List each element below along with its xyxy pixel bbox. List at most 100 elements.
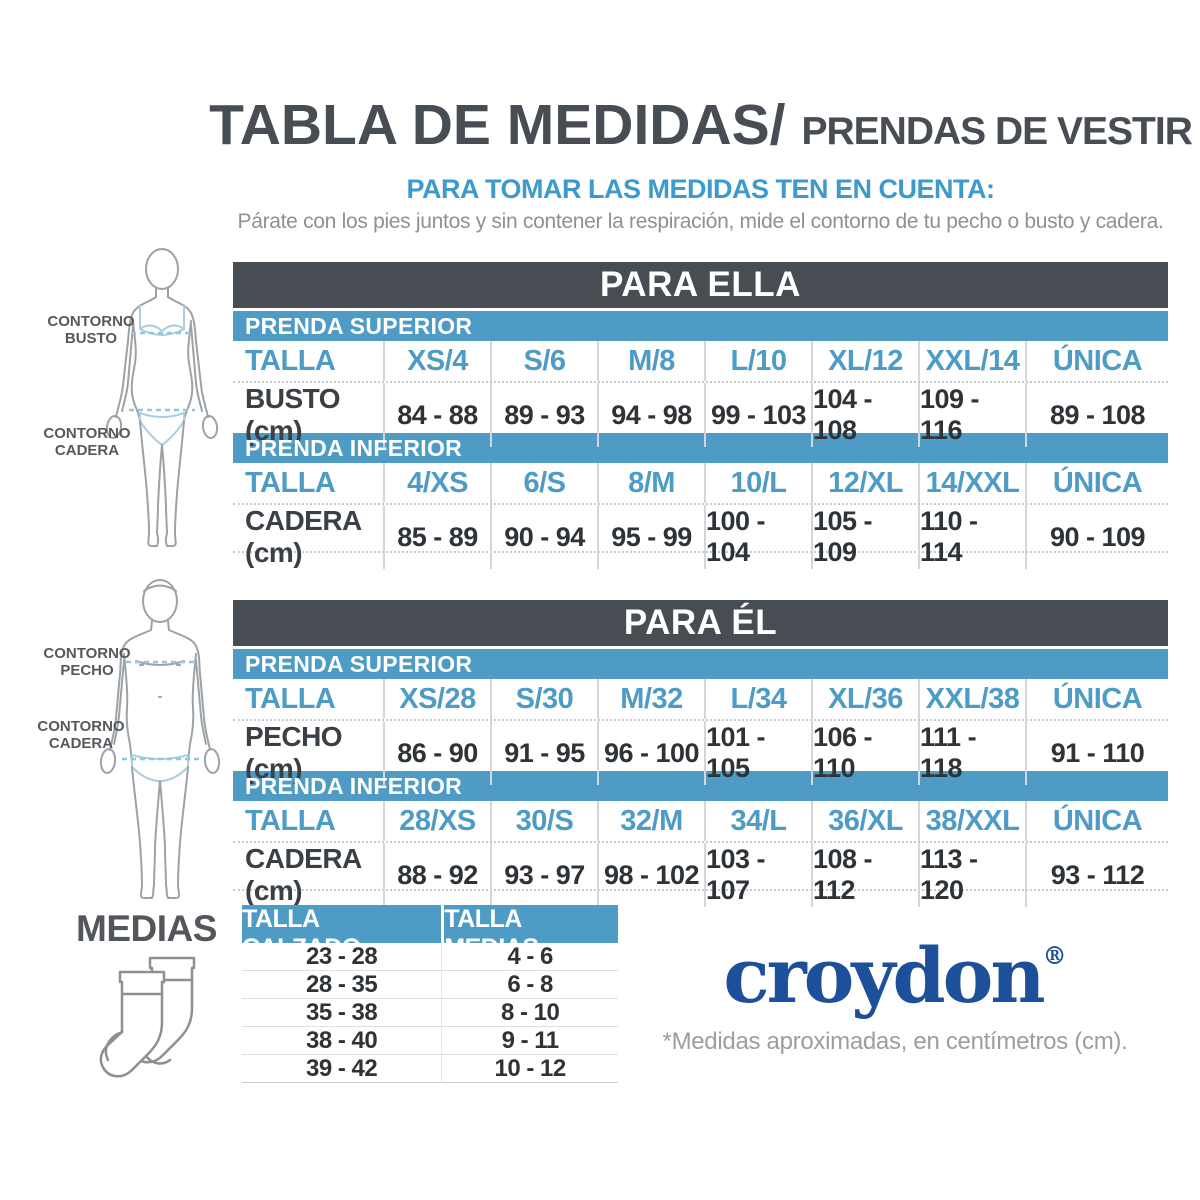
medias-cell: 8 - 10 [441,999,618,1027]
size-cell: L/34 [704,679,811,719]
measure-cell: 103 - 107 [704,843,811,907]
measure-cell: 89 - 93 [490,383,597,447]
male-body-outline-icon [99,579,221,899]
band-ella-superior: PRENDA SUPERIOR [233,311,1168,341]
size-row-label: TALLA [245,466,336,499]
size-cell: 36/XL [811,801,918,841]
calzado-cell: 23 - 28 [306,943,378,970]
size-cell: 10/L [704,463,811,503]
ella-cadera-row: CADERA (cm) 85 - 89 90 - 94 95 - 99 100 … [233,503,1168,569]
calzado-cell: 35 - 38 [306,999,378,1026]
medias-row: 38 - 40 9 - 11 [242,1026,618,1055]
logo-text: croydon [723,931,1045,1020]
size-cell: 8/M [597,463,704,503]
measure-cell: 108 - 112 [811,843,918,907]
measure-cell: 100 - 104 [704,505,811,569]
size-cell: XL/12 [811,341,918,381]
band-el-inferior: PRENDA INFERIOR [233,771,1168,801]
measure-cell: 93 - 112 [1025,843,1168,907]
el-superior-size-row: TALLA XS/28 S/30 M/32 L/34 XL/36 XXL/38 … [233,679,1168,719]
medias-table: TALLA CALZADO TALLA MEDIAS 23 - 28 4 - 6… [242,905,618,1083]
croydon-logo: croydon® [625,938,1165,1014]
measure-cell: 111 - 118 [918,721,1025,785]
el-cadera-row: CADERA (cm) 88 - 92 93 - 97 98 - 102 103… [233,841,1168,907]
table-para-el: PARA ÉL PRENDA SUPERIOR TALLA XS/28 S/30… [233,600,1168,907]
medias-row: 23 - 28 4 - 6 [242,943,618,971]
female-body-outline-icon [105,248,219,547]
measure-cell: 109 - 116 [918,383,1025,447]
table-para-ella: PARA ELLA PRENDA SUPERIOR TALLA XS/4 S/6… [233,262,1168,569]
medias-title: MEDIAS [76,908,217,949]
measure-cell: 95 - 99 [597,505,704,569]
male-hip-label: CONTORNO CADERA [37,718,125,753]
brand-block: croydon® *Medidas aproximadas, en centím… [625,938,1165,1056]
table-ella-title: PARA ELLA [233,262,1168,308]
table-bottom-rule [233,551,1168,553]
female-hip-label: CONTORNO CADERA [43,425,131,460]
size-row-label: TALLA [245,344,336,377]
size-cell: 34/L [704,801,811,841]
medias-row: 28 - 35 6 - 8 [242,970,618,999]
size-cell: 38/XXL [918,801,1025,841]
header: TABLA DE MEDIDAS/ PRENDAS DE VESTIR PARA… [209,92,1193,234]
medias-cell: 6 - 8 [441,971,618,999]
size-cell: M/8 [597,341,704,381]
size-cell: 12/XL [811,463,918,503]
measure-cell: 86 - 90 [383,721,490,785]
registered-mark: ® [1042,941,1067,970]
medias-bottom-rule [242,1082,618,1083]
title-main: TABLA DE MEDIDAS/ [209,93,786,157]
page-title: TABLA DE MEDIDAS/ PRENDAS DE VESTIR [209,92,1193,158]
measure-row-label: CADERA (cm) [245,505,361,568]
male-figure-illustration [88,575,233,905]
medias-col-medias: TALLA MEDIAS [441,905,618,963]
measure-cell: 98 - 102 [597,843,704,907]
ella-superior-size-row: TALLA XS/4 S/6 M/8 L/10 XL/12 XXL/14 ÚNI… [233,341,1168,381]
size-cell: XXL/38 [918,679,1025,719]
size-cell: S/30 [490,679,597,719]
size-row-label: TALLA [245,804,336,837]
medias-cell: 10 - 12 [441,1055,618,1083]
band-ella-inferior: PRENDA INFERIOR [233,433,1168,463]
medias-cell: 4 - 6 [441,943,618,971]
subtitle: PARA TOMAR LAS MEDIDAS TEN EN CUENTA: [406,174,996,204]
measurements-footnote: *Medidas aproximadas, en centímetros (cm… [662,1028,1128,1055]
measure-cell: 94 - 98 [597,383,704,447]
calzado-cell: 28 - 35 [306,971,378,998]
el-pecho-row: PECHO (cm) 86 - 90 91 - 95 96 - 100 101 … [233,719,1168,785]
measure-cell: 99 - 103 [704,383,811,447]
title-sub: PRENDAS DE VESTIR [801,110,1192,153]
ella-inferior-size-row: TALLA 4/XS 6/S 8/M 10/L 12/XL 14/XXL ÚNI… [233,463,1168,503]
medias-row: 39 - 42 10 - 12 [242,1054,618,1083]
measure-cell: 110 - 114 [918,505,1025,569]
medias-table-header: TALLA CALZADO TALLA MEDIAS [242,905,618,963]
measure-cell: 84 - 88 [383,383,490,447]
medias-row: 35 - 38 8 - 10 [242,998,618,1027]
size-cell: S/6 [490,341,597,381]
size-cell: XS/4 [383,341,490,381]
table-el-title: PARA ÉL [233,600,1168,646]
size-cell: XXL/14 [918,341,1025,381]
measure-cell: 88 - 92 [383,843,490,907]
medias-col-calzado: TALLA CALZADO [242,905,361,962]
el-inferior-size-row: TALLA 28/XS 30/S 32/M 34/L 36/XL 38/XXL … [233,801,1168,841]
description: Párate con los pies juntos y sin contene… [237,210,1164,233]
size-cell: XL/36 [811,679,918,719]
size-cell: 6/S [490,463,597,503]
table-bottom-rule [233,889,1168,891]
measure-cell: 104 - 108 [811,383,918,447]
size-cell: ÚNICA [1025,801,1168,841]
size-cell: 28/XS [383,801,490,841]
size-cell: M/32 [597,679,704,719]
size-cell: XS/28 [383,679,490,719]
measure-row-label: PECHO (cm) [245,721,343,784]
female-figure-illustration [95,245,230,550]
measure-cell: 90 - 109 [1025,505,1168,569]
size-cell: 30/S [490,801,597,841]
measure-cell: 91 - 110 [1025,721,1168,785]
medias-cell: 9 - 11 [441,1027,618,1055]
measure-row-label: CADERA (cm) [245,843,361,906]
size-cell: 14/XXL [918,463,1025,503]
size-row-label: TALLA [245,682,336,715]
